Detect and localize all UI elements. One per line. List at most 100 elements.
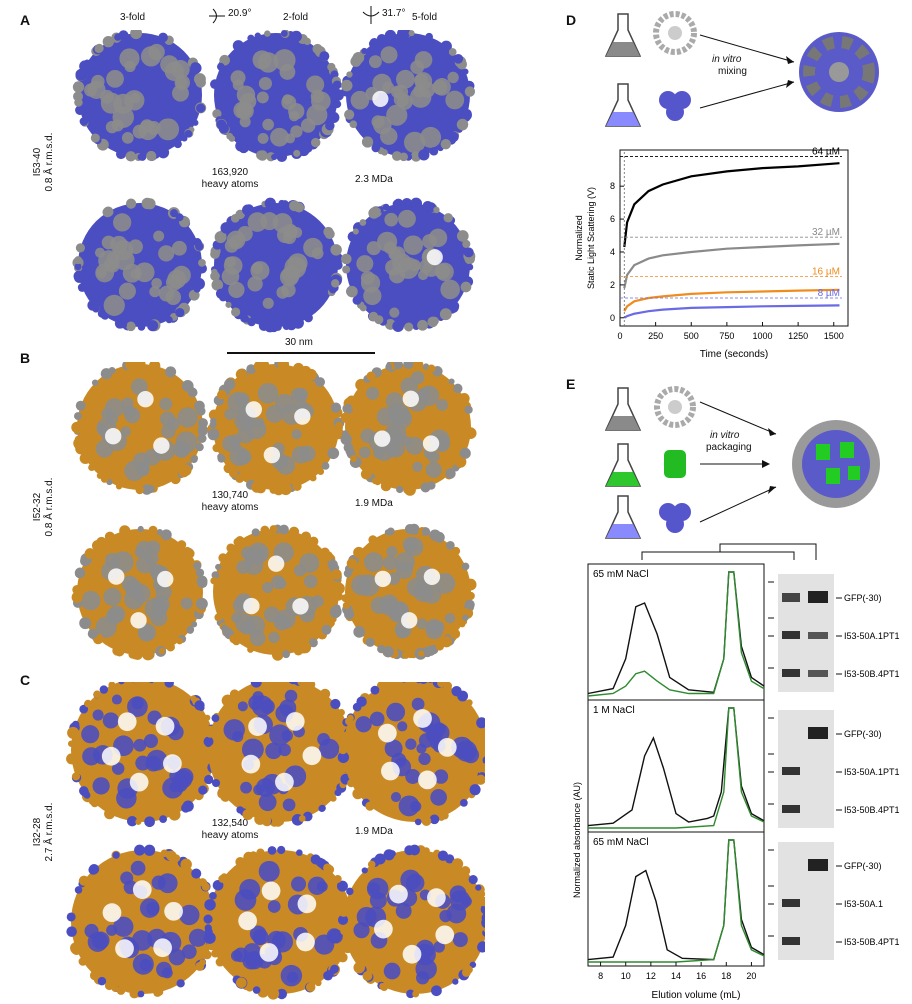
panel-e-schematic <box>604 386 880 539</box>
capsid-structure <box>72 30 207 162</box>
sec-trace <box>588 707 765 829</box>
panel-c-structures <box>66 682 485 1000</box>
capsid-structure <box>340 362 477 496</box>
x-tick-label: 750 <box>719 331 734 341</box>
gray-pentamer-icon <box>653 11 697 55</box>
salt-label: 1 M NaCl <box>593 705 635 716</box>
series-label: 8 µM <box>818 288 840 299</box>
panel-d-label: D <box>566 12 577 28</box>
gel-band <box>808 859 828 871</box>
sec-trace <box>587 571 765 697</box>
capsid-structure <box>207 362 345 496</box>
panel-c-mass: 1.9 MDa <box>355 826 393 837</box>
y-tick-label: 6 <box>610 214 615 224</box>
sec-panel-frame <box>587 831 765 967</box>
panel-a-atoms: 163,920 heavy atoms <box>201 167 259 190</box>
view-label-3fold: 3-fold <box>120 12 146 23</box>
view-label-5fold: 5-fold <box>412 12 438 23</box>
capsid-structure <box>66 844 221 999</box>
sec-panel-frame <box>587 563 765 701</box>
gel-band <box>808 670 828 677</box>
x-tick-label: 20 <box>746 971 756 981</box>
x-tick-label: 250 <box>648 331 663 341</box>
x-tick-label: 10 <box>621 971 631 981</box>
flask-icon <box>604 387 642 431</box>
series-line <box>623 288 840 312</box>
x-tick-label: 1000 <box>752 331 772 341</box>
blue-trimer-icon <box>659 91 691 121</box>
panel-c-side-label: I32-28 2.7 Å r.m.s.d. <box>32 802 55 862</box>
x-axis-label: Time (seconds) <box>700 349 769 360</box>
panel-b-mass: 1.9 MDa <box>355 498 393 509</box>
capsid-structure <box>71 525 208 661</box>
x-tick-label: 18 <box>721 971 731 981</box>
x-tick-label: 500 <box>684 331 699 341</box>
sec-y-axis-label: Normalized absorbance (AU) <box>572 782 582 898</box>
panel-a-label: A <box>20 12 31 28</box>
band-label: I53-50A.1PT1 <box>844 631 900 641</box>
panel-b-side-label: I52-32 0.8 Å r.m.s.d. <box>32 477 55 537</box>
capsid-structure <box>210 30 344 162</box>
gel-band <box>782 899 800 907</box>
rotation-axis-icon <box>209 8 225 24</box>
panel-b-atoms: 130,740 heavy atoms <box>201 490 259 513</box>
packaging-italic: in vitro <box>710 430 740 441</box>
gel-bands <box>782 859 828 945</box>
x-tick-label: 1500 <box>824 331 844 341</box>
panel-b-label: B <box>20 350 31 366</box>
panel-b-structures <box>71 362 477 661</box>
band-label: I53-50B.4PT1 <box>844 937 900 947</box>
series-label: 16 µM <box>812 267 840 278</box>
x-tick-label: 14 <box>671 971 681 981</box>
capsid-structure <box>337 682 485 826</box>
panel-c-atoms: 132,540 heavy atoms <box>201 818 259 841</box>
gel-bands <box>782 727 828 813</box>
x-tick-label: 16 <box>696 971 706 981</box>
gel-band <box>782 669 800 677</box>
series-label: 64 µM <box>812 147 840 158</box>
gel-band <box>808 632 828 639</box>
packaged-capsid-icon <box>792 420 880 508</box>
y-tick-label: 0 <box>610 313 615 323</box>
panel-d-schematic <box>604 11 879 127</box>
capsid-structure <box>341 523 477 660</box>
flask-icon <box>604 83 642 127</box>
panel-c-label: C <box>20 672 31 688</box>
series-line <box>623 242 840 289</box>
x-tick-label: 8 <box>598 971 603 981</box>
panel-a-mass: 2.3 MDa <box>355 174 393 185</box>
band-label: I53-50A.1 <box>844 899 883 909</box>
y-axis-label-2: Static Light Scattering (V) <box>586 187 596 289</box>
gel-band <box>782 593 800 602</box>
scale-bar <box>227 352 375 354</box>
packaging-label: packaging <box>706 442 752 453</box>
gel-band <box>782 937 800 945</box>
sec-x-axis-label: Elution volume (mL) <box>652 990 741 1001</box>
band-label: I53-50B.4PT1 <box>844 669 900 679</box>
rotation-label-2: 31.7° <box>382 8 406 19</box>
gel-bands <box>782 591 828 677</box>
band-label: I53-50B.4PT1 <box>844 805 900 815</box>
rotation-axis-icon <box>362 6 380 24</box>
band-label: I53-50A.1PT1 <box>844 767 900 777</box>
panel-a-side-label: I53-40 0.8 Å r.m.s.d. <box>32 132 55 192</box>
gray-pentamer-icon <box>654 386 696 428</box>
capsid-structure <box>72 197 207 332</box>
series-line <box>623 304 840 319</box>
salt-label: 65 mM NaCl <box>593 569 649 580</box>
x-tick-label: 1250 <box>788 331 808 341</box>
capsid-structure <box>210 197 344 333</box>
capsid-structure <box>71 362 209 495</box>
series-line <box>623 162 840 248</box>
gel-band <box>808 727 828 739</box>
panel-a-structures <box>72 30 476 333</box>
series-label: 32 µM <box>812 227 840 238</box>
x-tick-label: 12 <box>646 971 656 981</box>
rotation-label-1: 20.9° <box>228 8 252 19</box>
capsid-structure <box>66 682 221 828</box>
mixing-label: mixing <box>718 66 747 77</box>
band-label: GFP(-30) <box>844 593 882 603</box>
gel-band <box>808 591 828 603</box>
y-tick-label: 2 <box>610 280 615 290</box>
gfp-icon <box>664 450 686 478</box>
